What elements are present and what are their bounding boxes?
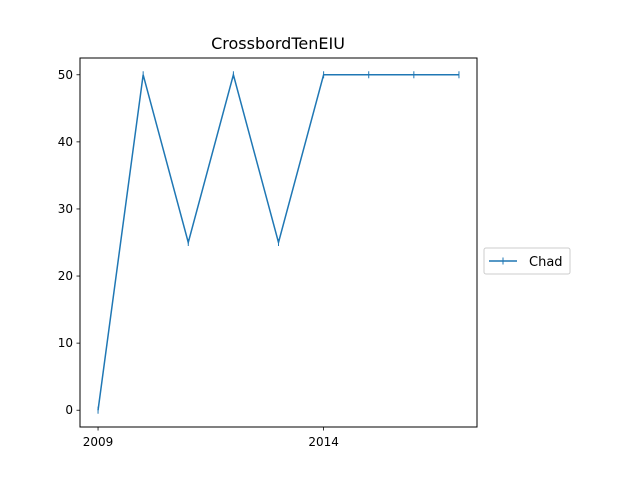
legend: Chad: [483, 247, 571, 275]
y-tick-label: 0: [65, 403, 73, 417]
y-tick-label: 40: [58, 135, 73, 149]
y-tick-label: 50: [58, 68, 73, 82]
x-tick-label: 2009: [83, 435, 114, 449]
plot-frame: [79, 57, 478, 428]
y-tick-label: 30: [58, 202, 73, 216]
y-tick-label: 20: [58, 269, 73, 283]
chart-title: CrossbordTenEIU: [211, 34, 345, 53]
legend-label: Chad: [529, 255, 563, 270]
x-tick-label: 2014: [308, 435, 339, 449]
series-layer: [97, 71, 460, 414]
axes: 0 10 20 30 40 50 2009 2014: [58, 57, 478, 449]
legend-box: [483, 247, 571, 275]
y-tick-label: 10: [58, 336, 73, 350]
